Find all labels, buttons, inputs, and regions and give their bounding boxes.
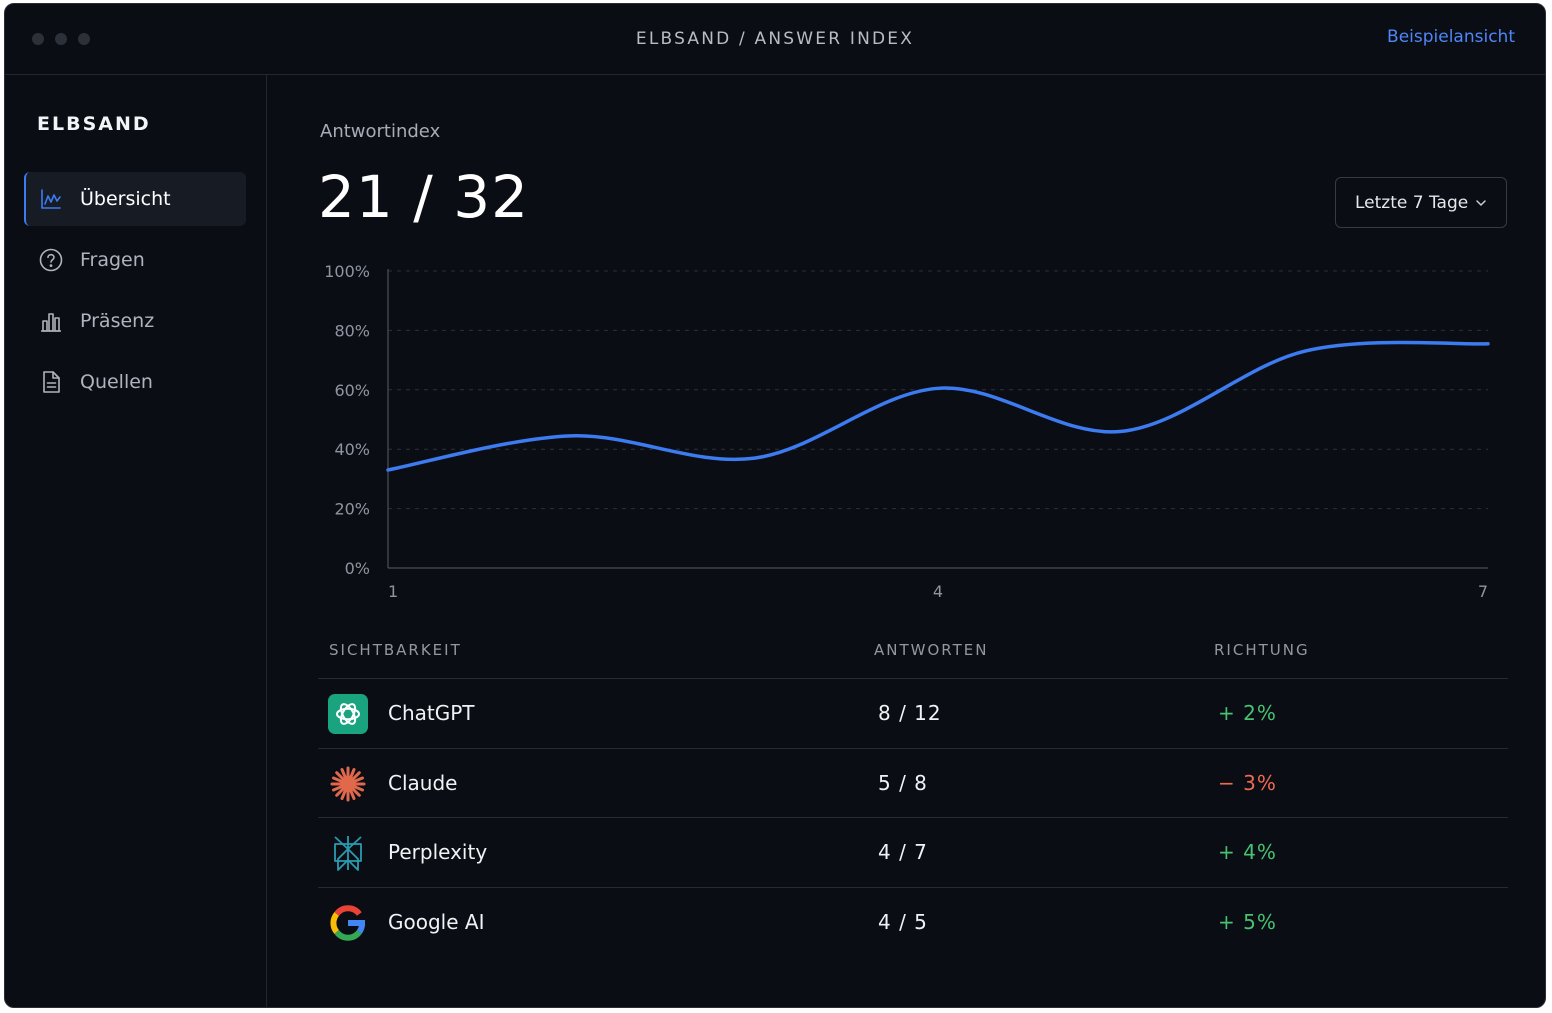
x-tick-label: 1 <box>388 582 398 601</box>
direction-value: − 3% <box>1218 770 1277 795</box>
app-window: ELBSAND / ANSWER INDEX Beispielansicht E… <box>4 3 1546 1008</box>
column-header-direction: RICHTUNG <box>1214 641 1310 659</box>
window-maximize-dot[interactable] <box>78 33 90 45</box>
table-row[interactable]: Perplexity 4 / 7 + 4% <box>318 817 1508 887</box>
brand-logo: ELBSAND <box>37 113 151 135</box>
platform-name: ChatGPT <box>388 701 475 725</box>
bar-chart-icon <box>38 308 64 334</box>
answer-index-value: 21 / 32 <box>318 163 530 231</box>
sidebar-item-label: Fragen <box>80 249 145 271</box>
perplexity-logo-icon <box>334 836 362 871</box>
series-line <box>386 340 1490 472</box>
example-view-link[interactable]: Beispielansicht <box>1387 27 1515 47</box>
platform-name: Perplexity <box>388 840 488 864</box>
sidebar: ELBSAND Übersicht Fragen <box>5 75 267 1007</box>
claude-logo-icon <box>330 766 366 801</box>
date-range-select[interactable]: Letzte 7 Tage <box>1335 177 1507 228</box>
y-tick-label: 40% <box>334 440 370 459</box>
platform-name: Claude <box>388 770 458 795</box>
chart-line-icon <box>38 186 64 212</box>
google-logo-icon <box>330 904 365 941</box>
x-tick-label: 4 <box>933 582 943 601</box>
question-circle-icon <box>38 247 64 273</box>
answers-value: 4 / 7 <box>878 840 928 864</box>
direction-value: + 5% <box>1218 909 1277 934</box>
table-row[interactable]: Google AI 4 / 5 + 5% <box>318 886 1508 957</box>
table-row[interactable]: Claude 5 / 8 − 3% <box>318 747 1508 818</box>
title-bar: ELBSAND / ANSWER INDEX Beispielansicht <box>5 4 1545 75</box>
chevron-down-icon <box>1476 200 1486 206</box>
direction-value: + 4% <box>1218 840 1277 864</box>
date-range-value: Letzte 7 Tage <box>1355 192 1469 213</box>
y-tick-label: 100% <box>324 262 370 281</box>
platform-name: Google AI <box>388 909 485 934</box>
window-minimize-dot[interactable] <box>55 33 67 45</box>
sidebar-item-label: Präsenz <box>80 310 155 332</box>
document-icon <box>38 369 64 395</box>
main-content: Antwortindex 21 / 32 Letzte 7 Tage 0% 20%… <box>268 75 1545 1007</box>
sidebar-item-label: Quellen <box>80 371 153 393</box>
column-header-answers: ANTWORTEN <box>874 641 989 659</box>
y-tick-label: 0% <box>345 559 370 578</box>
answers-value: 8 / 12 <box>878 701 942 725</box>
chatgpt-logo-icon <box>328 694 368 734</box>
direction-value: + 2% <box>1218 701 1277 725</box>
y-tick-label: 60% <box>334 381 370 400</box>
y-tick-label: 20% <box>334 500 370 519</box>
answer-index-chart: 0% 20% 40% 60% 80% 100% 1 4 7 <box>324 262 1490 601</box>
window-title: ELBSAND / ANSWER INDEX <box>635 29 915 49</box>
answers-value: 4 / 5 <box>878 909 928 934</box>
sidebar-item-sources[interactable]: Quellen <box>24 355 246 409</box>
sidebar-item-overview[interactable]: Übersicht <box>24 172 246 226</box>
y-tick-label: 80% <box>334 321 370 340</box>
visibility-table: ChatGPT 8 / 12 + 2% <box>318 678 1508 956</box>
x-tick-label: 7 <box>1478 582 1488 601</box>
table-row[interactable]: ChatGPT 8 / 12 + 2% <box>318 678 1508 748</box>
answers-value: 5 / 8 <box>878 770 928 795</box>
sidebar-item-label: Übersicht <box>80 188 171 210</box>
column-header-visibility: SICHTBARKEIT <box>329 641 462 659</box>
section-label: Antwortindex <box>320 121 441 142</box>
sidebar-item-questions[interactable]: Fragen <box>24 233 246 287</box>
window-close-dot[interactable] <box>32 33 44 45</box>
sidebar-item-presence[interactable]: Präsenz <box>24 294 246 348</box>
table-header: SICHTBARKEIT ANTWORTEN RICHTUNG <box>268 641 1545 661</box>
